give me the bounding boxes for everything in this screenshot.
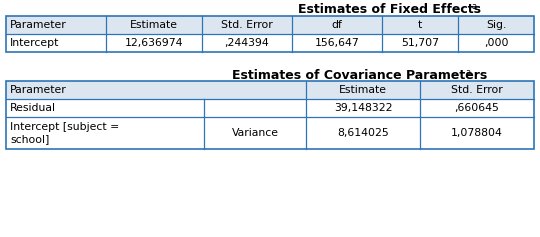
Text: 8,614025: 8,614025 bbox=[337, 128, 389, 138]
Bar bbox=[6, 81, 534, 99]
Text: Intercept: Intercept bbox=[10, 38, 59, 48]
Text: Std. Error: Std. Error bbox=[221, 20, 273, 30]
Text: 39,148322: 39,148322 bbox=[334, 103, 392, 113]
Text: Parameter: Parameter bbox=[10, 20, 67, 30]
Text: a: a bbox=[472, 2, 477, 11]
Text: Estimates of Fixed Effects: Estimates of Fixed Effects bbox=[299, 3, 482, 16]
Text: 1,078804: 1,078804 bbox=[451, 128, 503, 138]
Text: Residual: Residual bbox=[10, 103, 56, 113]
Text: Estimate: Estimate bbox=[339, 85, 387, 95]
Text: 156,647: 156,647 bbox=[315, 38, 360, 48]
Text: Intercept [subject =
school]: Intercept [subject = school] bbox=[10, 122, 119, 144]
Text: 12,636974: 12,636974 bbox=[125, 38, 183, 48]
Text: ,244394: ,244394 bbox=[225, 38, 269, 48]
Text: t: t bbox=[418, 20, 422, 30]
Text: Sig.: Sig. bbox=[486, 20, 506, 30]
Bar bbox=[6, 16, 534, 52]
Text: Std. Error: Std. Error bbox=[451, 85, 503, 95]
Text: 51,707: 51,707 bbox=[401, 38, 439, 48]
Text: Estimates of Covariance Parameters: Estimates of Covariance Parameters bbox=[232, 69, 488, 82]
Text: ,660645: ,660645 bbox=[455, 103, 500, 113]
Text: df: df bbox=[332, 20, 342, 30]
Text: Estimate: Estimate bbox=[130, 20, 178, 30]
Text: Parameter: Parameter bbox=[10, 85, 67, 95]
Text: ,000: ,000 bbox=[484, 38, 508, 48]
Bar bbox=[6, 16, 534, 34]
Text: a: a bbox=[466, 68, 471, 77]
Text: Variance: Variance bbox=[232, 128, 279, 138]
Bar bbox=[6, 81, 534, 149]
